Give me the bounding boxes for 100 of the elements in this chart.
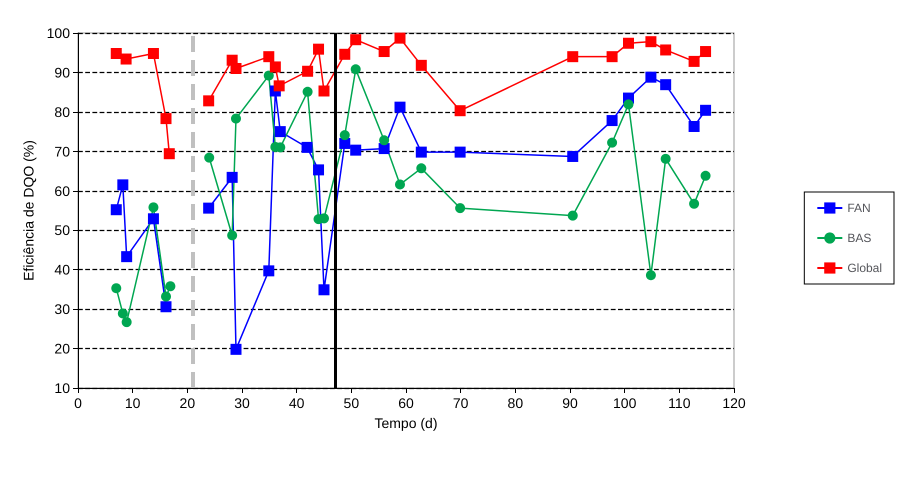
point [263,265,274,276]
point [313,44,324,55]
point [350,34,362,46]
point [264,70,274,81]
x-tick-label: 10 [124,395,141,411]
x-tick-label: 50 [344,395,360,411]
point [416,60,427,71]
point [567,150,578,162]
x-tick-label: 70 [452,395,469,411]
point [313,164,324,176]
point [689,198,700,209]
point [350,64,361,74]
point [111,283,122,294]
x-tick-label: 110 [668,395,691,411]
point [226,172,238,183]
y-tick-label: 60 [54,182,70,199]
y-tick-label: 90 [54,64,70,80]
point [160,301,172,312]
y-tick-label: 50 [54,222,70,238]
point [203,202,214,214]
point [270,61,281,72]
point [350,144,362,156]
point [122,317,132,328]
point [227,230,238,240]
x-tick-label: 80 [508,395,524,411]
point [455,203,466,214]
point [660,154,671,164]
point [118,308,128,318]
point [379,135,390,146]
point [622,38,634,49]
point [274,126,286,138]
point [660,79,672,90]
x-tick-label: 0 [74,395,82,411]
point [606,51,618,62]
point [203,95,214,106]
point [148,202,158,212]
legend-label: BAS [847,231,872,245]
point [318,85,330,96]
x-tick-label: 30 [234,395,250,411]
x-axis-title: Tempo (d) [374,415,438,431]
point [302,86,313,97]
x-tick-label: 90 [562,395,578,411]
point [700,170,711,181]
point [164,148,175,160]
point [165,281,176,292]
point [394,32,406,44]
point [319,213,329,224]
point [645,36,656,48]
point [340,130,350,140]
x-tick-label: 120 [722,395,746,411]
point [567,51,578,62]
point [302,142,313,153]
point [416,163,426,174]
point [645,72,656,83]
y-tick-label: 70 [54,143,70,160]
point [148,48,159,60]
point [416,146,427,158]
legend-label: FAN [847,201,871,215]
point [110,48,122,60]
point [607,138,618,148]
point [646,270,656,280]
point [121,251,132,262]
y-tick-label: 10 [54,380,70,396]
point [117,179,128,190]
point [700,46,712,58]
point [568,210,578,221]
y-tick-label: 40 [54,262,70,278]
point [688,56,700,67]
x-tick-label: 60 [398,395,414,411]
point [606,115,618,126]
x-tick-label: 100 [612,395,637,411]
point [230,63,242,74]
y-tick-label: 100 [46,25,70,41]
point [700,104,712,116]
point [378,46,390,58]
point [274,80,285,92]
y-axis-title: Eficiência de DQO (%) [20,140,37,281]
y-tick-label: 30 [54,301,70,318]
point [302,66,314,77]
point [454,105,466,116]
point [624,99,634,110]
point [230,114,241,124]
point [161,291,172,302]
point [110,204,122,216]
x-tick-label: 40 [288,395,305,411]
point [394,102,406,113]
point [120,54,132,65]
point [230,344,242,355]
y-tick-label: 20 [54,340,70,357]
point [263,51,274,62]
y-tick-label: 80 [54,104,70,120]
point [454,146,466,158]
point [318,284,330,296]
point [148,213,159,224]
point [339,48,350,60]
point [204,152,214,163]
point [660,44,672,56]
legend-label: Global [847,261,882,275]
point [160,113,172,124]
point [688,120,700,132]
